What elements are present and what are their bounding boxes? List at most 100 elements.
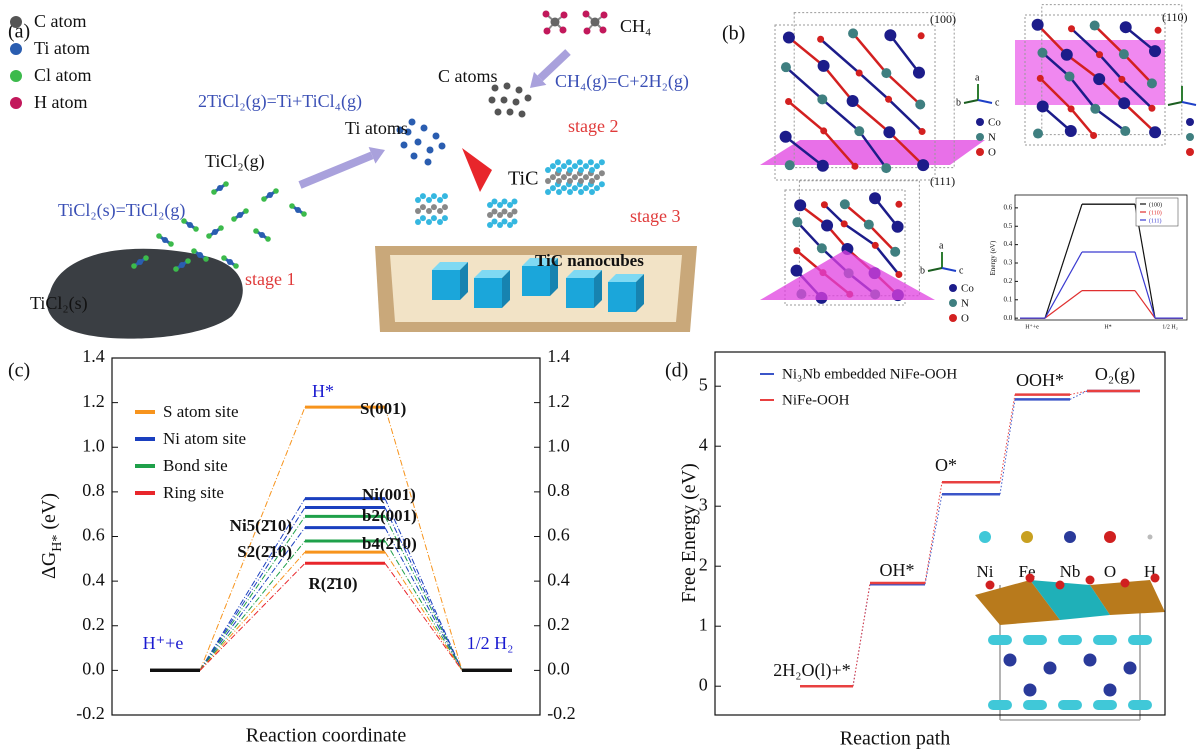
connector [199, 507, 306, 671]
inset-legend-label: Nb [1060, 562, 1081, 581]
ti-atom [410, 152, 418, 160]
lattice-atom [437, 219, 443, 225]
y-axis-title: Free Energy (eV) [678, 463, 700, 603]
o-atom [985, 580, 995, 590]
axis-letter: c [959, 265, 964, 276]
tiCl2-solid [46, 248, 243, 339]
c-atom [518, 110, 526, 118]
crystal-bond [1041, 105, 1072, 132]
plot-frame [714, 351, 1166, 716]
o-atom [1150, 573, 1160, 583]
cube-front [608, 282, 636, 312]
crystal-atom [1036, 100, 1049, 113]
axis-letter: b [956, 97, 961, 108]
molecule-atom [191, 248, 197, 254]
crystal-atom [817, 59, 830, 72]
molecule-atom [233, 263, 239, 269]
axis-letter: b [920, 265, 925, 276]
crystal-atom [820, 127, 828, 135]
x-axis-title: Reaction path [840, 728, 951, 750]
legend-label: Ring site [163, 483, 224, 502]
legend-label: H atom [34, 92, 88, 112]
crystal-atom [785, 97, 793, 105]
arrow-head [368, 147, 385, 164]
crystal-atom [918, 128, 926, 136]
lattice-atom [556, 167, 562, 173]
lattice-atom [598, 181, 605, 188]
lattice-atom [497, 202, 503, 208]
legend-label: O [961, 313, 969, 325]
connector [384, 540, 463, 671]
molecule-atom [243, 208, 249, 214]
legend-label: N [988, 132, 996, 144]
arrow-shaft [298, 151, 374, 189]
lattice-atom [437, 197, 443, 203]
lattice-atom [582, 174, 589, 181]
cube-front [566, 278, 594, 308]
y-axis-title-part: (eV) [38, 493, 60, 535]
molecule-atom [173, 266, 179, 272]
lattice-atom [578, 167, 584, 173]
molecule-atom [181, 218, 187, 224]
lattice-atom [567, 167, 573, 173]
y-axis-title-part: Energy (eV) [989, 240, 997, 275]
tick-label: 0.1 [1003, 295, 1012, 303]
h-atom [600, 11, 608, 19]
level-label: Ni5(2̄10) [230, 516, 292, 535]
crystal-bond [885, 72, 922, 106]
crystal-atom [1090, 132, 1098, 140]
cube-top [522, 258, 558, 266]
legend-atom [10, 97, 22, 109]
crystal-atom [820, 201, 828, 209]
lattice-atom [598, 170, 605, 177]
legend-label: Co [988, 117, 1001, 129]
lattice-atom [426, 197, 432, 203]
lattice-atom [497, 212, 503, 218]
ni-rod [988, 635, 1012, 645]
connector [384, 406, 463, 671]
ni-rod [1128, 635, 1152, 645]
crystal-atom [1095, 51, 1103, 59]
lattice-atom [589, 178, 595, 184]
plane-label: (111) [930, 174, 955, 188]
molecule-atom [156, 233, 162, 239]
ni-rod [1093, 700, 1117, 710]
crystal-bond [784, 135, 824, 167]
lattice-atom [507, 202, 513, 208]
h-atom [599, 26, 607, 34]
c-atom [500, 96, 508, 104]
ni-rod [1128, 700, 1152, 710]
cell-frame [798, 180, 920, 297]
crystal-atom [1149, 45, 1162, 58]
legend-label: Ti atom [34, 38, 90, 58]
category-label: H* [312, 381, 334, 401]
molecule-atom [211, 189, 217, 195]
ti-atom [408, 118, 416, 126]
molecule-atom [231, 216, 237, 222]
crystal-bond [1098, 53, 1123, 81]
molecule-atom [206, 233, 212, 239]
legend-atom [10, 16, 22, 28]
molecule-atom [221, 255, 227, 261]
level-label: S2(2̄10) [237, 542, 292, 561]
tick-label: 0.4 [82, 569, 105, 589]
c-atom [494, 108, 502, 116]
cube-front [522, 266, 550, 296]
crystal-bond [796, 221, 823, 250]
lattice-atom [430, 215, 437, 222]
molecule-atom [197, 252, 203, 258]
crystal-atom [917, 159, 930, 172]
crystal-bond [1093, 24, 1125, 56]
tick-label: 0.2 [1003, 277, 1012, 285]
lattice-atom [545, 167, 551, 173]
ti-atom [424, 158, 432, 166]
lattice-atom [560, 185, 567, 192]
crystal-atom [1118, 75, 1126, 83]
molecule-atom [162, 237, 168, 243]
species-label: CH₄ [620, 16, 651, 36]
inset-legend-label: Ni [977, 562, 994, 581]
crystal-atom [816, 243, 827, 254]
legend-atom [1186, 148, 1194, 156]
tick-label: 0.0 [82, 659, 105, 679]
tick-label: 0 [699, 674, 708, 694]
